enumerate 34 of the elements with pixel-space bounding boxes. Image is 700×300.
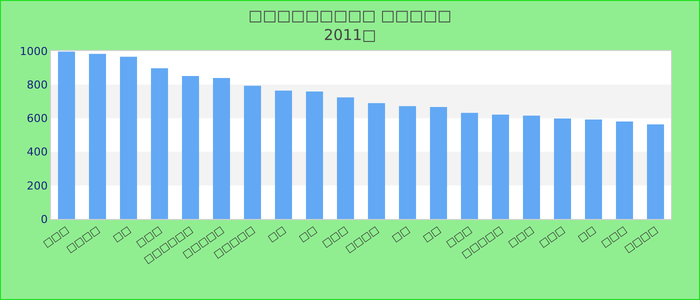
bar <box>244 86 262 219</box>
bar <box>212 78 230 219</box>
chart-title: □□□□□□□□□ □□□□□ <box>248 6 452 24</box>
y-tick-label: 400 <box>26 146 48 159</box>
chart-subtitle: 2011□ <box>324 26 376 44</box>
bar <box>584 120 602 219</box>
bar <box>368 103 386 219</box>
bar <box>182 76 200 219</box>
bar <box>88 54 106 219</box>
y-tick-label: 200 <box>26 179 48 192</box>
bar <box>398 106 416 219</box>
y-tick-label: 1000 <box>20 44 48 58</box>
bar <box>336 97 354 219</box>
bar <box>522 116 540 219</box>
bar <box>554 118 572 219</box>
bar <box>460 112 478 219</box>
x-tick-label: □□ <box>390 224 412 244</box>
y-tick-label: 0 <box>40 212 48 226</box>
bar <box>120 56 138 219</box>
x-tick-label: □□ <box>111 224 134 244</box>
y-tick-label: 800 <box>26 78 48 92</box>
x-tick-label: □□ <box>266 224 288 244</box>
bar <box>306 91 324 219</box>
bar <box>646 124 664 219</box>
y-tick-label: 600 <box>26 112 48 126</box>
bar <box>430 106 448 219</box>
bar <box>58 52 76 219</box>
bar <box>274 90 292 219</box>
x-tick-label: □□ <box>297 224 320 244</box>
x-tick-label: □□ <box>576 224 598 244</box>
bar <box>492 114 510 219</box>
bar <box>150 68 168 219</box>
bar <box>616 122 634 219</box>
x-tick-label: □□ <box>421 224 444 244</box>
